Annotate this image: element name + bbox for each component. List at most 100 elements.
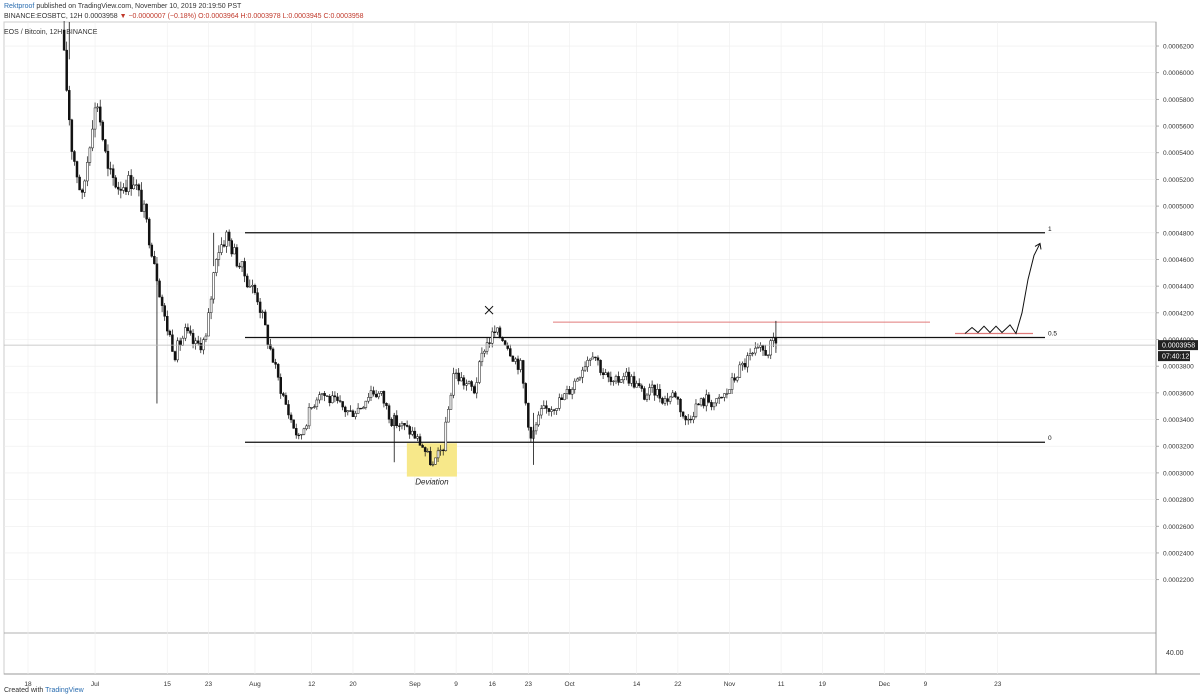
candle-body [222, 244, 226, 247]
candle-body [650, 384, 654, 388]
candle-body [400, 423, 404, 427]
candle-body [253, 284, 257, 293]
candle-body [545, 405, 548, 409]
candle-body [534, 424, 538, 432]
candle-body [284, 395, 288, 405]
candle-body [519, 360, 522, 370]
candle-body [132, 184, 135, 190]
level-label: 0.5 [1048, 331, 1057, 338]
candle-body [129, 175, 133, 190]
range-levels[interactable]: 10.50 [245, 226, 1057, 443]
candle-body [679, 399, 682, 413]
candle-body [712, 402, 716, 408]
candle-body [728, 389, 731, 394]
candle-body [181, 337, 184, 346]
footer: Created with TradingView [4, 687, 84, 694]
candle-body [622, 376, 625, 381]
candle-body [279, 377, 282, 394]
current-price-badges: 0.0003958 07:40:12 [4, 340, 1198, 362]
candles [62, 21, 778, 467]
x-tick-label: Jul [91, 681, 100, 688]
x-tick-label: Sep [409, 681, 421, 688]
candle-body [258, 301, 262, 313]
candle-body [632, 376, 636, 388]
candle-body [527, 402, 530, 428]
candle-body [653, 384, 656, 396]
candle-body [282, 393, 285, 396]
x-tick-label: 15 [164, 681, 172, 688]
candle-body [509, 348, 512, 357]
projection-path [964, 243, 1041, 335]
candle-body [264, 311, 267, 326]
candle-body [323, 393, 326, 396]
candle-body [658, 389, 662, 399]
indicator-axis-value: 40.00 [1166, 650, 1184, 657]
candle-body [498, 327, 502, 339]
x-tick-label: 11 [778, 681, 785, 688]
candle-body [387, 405, 391, 420]
x-tick-label: 9 [924, 681, 928, 688]
candle-body [607, 372, 610, 378]
candle-body [751, 352, 754, 355]
candle-body [741, 363, 744, 366]
candle-body [516, 358, 520, 370]
y-tick-label: 0.0002200 [1163, 577, 1194, 584]
candle-body [114, 177, 117, 188]
time-axis[interactable]: 18 Jul 15 23 Aug 12 20 Sep 9 16 23 Oct 14 22 Nov 11 19 De… [24, 681, 1001, 688]
y-tick-label: 0.0003600 [1163, 390, 1194, 397]
candle-body [364, 400, 368, 408]
candle-body [465, 383, 468, 386]
candle-body [168, 330, 172, 336]
price-axis[interactable]: 0.0006200 0.0006000 0.0005800 0.0005600 0.00… [1156, 44, 1194, 585]
candle-body [153, 256, 156, 265]
candle-body [191, 333, 195, 344]
countdown-value: 07:40:12 [1162, 354, 1189, 361]
candle-body [692, 416, 695, 421]
y-tick-label: 0.0002600 [1163, 524, 1194, 531]
x-tick-label: 19 [819, 681, 827, 688]
candle-body [674, 392, 677, 398]
candle-body [86, 162, 89, 182]
candle-body [552, 409, 556, 411]
candle-body [612, 380, 615, 383]
candle-body [343, 406, 347, 413]
candle-body [194, 340, 197, 344]
author-link[interactable]: Rektproof [4, 3, 35, 10]
candle-body [413, 430, 417, 439]
candle-body [142, 203, 146, 212]
candle-body [666, 398, 669, 402]
candle-body [735, 377, 739, 381]
candle-body [235, 247, 239, 267]
rejection-cross [484, 305, 494, 315]
candle-body [684, 416, 687, 421]
candle-body [764, 350, 767, 356]
x-tick-label: Aug [249, 681, 261, 688]
candle-body [204, 335, 208, 340]
candle-body [661, 398, 664, 404]
candle-body [668, 396, 672, 402]
candle-body [460, 377, 463, 382]
candle-body [405, 424, 409, 427]
candle-body [421, 445, 424, 448]
candle-body [689, 418, 693, 421]
candle-body [710, 402, 713, 408]
candle-body [287, 404, 290, 416]
candle-body [186, 327, 190, 332]
candle-body [748, 353, 752, 356]
candle-body [681, 411, 685, 417]
series-legend: EOS / Bitcoin, 12H, BINANCE [4, 29, 98, 36]
candle-body [630, 376, 633, 384]
candle-body [240, 261, 244, 268]
candle-body [199, 342, 203, 351]
y-tick-label: 0.0004600 [1163, 257, 1194, 264]
candle-body [586, 360, 589, 368]
candle-body [75, 161, 79, 178]
tradingview-brand[interactable]: TradingView [45, 687, 84, 694]
candle-body [591, 356, 595, 360]
candle-body [485, 342, 489, 352]
candle-body [117, 186, 120, 190]
x-tick-label: 23 [525, 681, 533, 688]
candle-body [627, 371, 631, 384]
candle-body [225, 231, 228, 247]
